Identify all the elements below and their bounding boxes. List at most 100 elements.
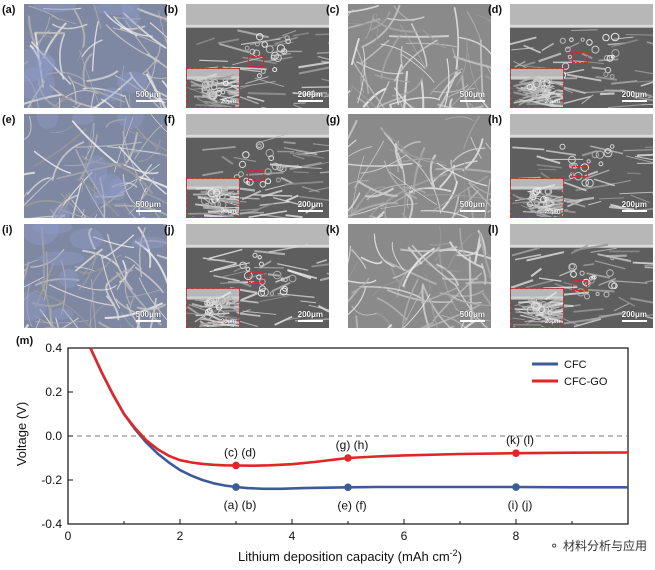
x-axis-label-end: ) <box>458 549 462 564</box>
inset-texture <box>187 179 239 217</box>
y-tick-label: 0.4 <box>45 341 62 355</box>
inset-scale-label: 20μm <box>544 319 560 325</box>
scale-bar-label: 500μm <box>459 200 485 209</box>
panel-label: (g) <box>326 114 341 126</box>
x-axis-label: Lithium deposition capacity (mAh cm-2) <box>238 548 462 564</box>
x-axis-label-main: Lithium deposition capacity (mAh cm <box>238 549 450 564</box>
scale-bar-line <box>135 100 161 102</box>
x-tick-label: 6 <box>401 529 408 543</box>
scale-bar: 500μm <box>135 200 161 212</box>
sem-image-panel: 500μm <box>348 114 491 218</box>
panel-label: (h) <box>488 114 503 126</box>
y-tick-label: -0.4 <box>41 517 62 531</box>
sem-texture <box>24 4 167 108</box>
scale-bar-label: 200μm <box>297 310 323 319</box>
sem-texture <box>24 224 167 328</box>
scale-bar-label: 200μm <box>297 200 323 209</box>
panel-label: (b) <box>164 4 179 16</box>
x-tick-label: 8 <box>513 529 520 543</box>
sem-texture <box>348 4 491 108</box>
magnified-inset: 20μm <box>510 178 564 218</box>
scale-bar-label: 200μm <box>297 90 323 99</box>
y-tick-label: 0.0 <box>45 429 62 443</box>
panel-label: (d) <box>488 4 503 16</box>
data-point-label: (g) (h) <box>336 438 369 452</box>
zoom-region-marker <box>248 170 264 181</box>
scale-bar-line <box>459 210 485 212</box>
inset-texture <box>187 69 239 107</box>
data-point-marker <box>344 483 352 492</box>
inset-scale-label: 20μm <box>220 209 236 215</box>
x-tick-label: 2 <box>177 529 184 543</box>
data-point-marker <box>232 461 240 470</box>
chart-panel-label: (m) <box>16 335 33 347</box>
sem-image-panel: 500μm <box>348 4 491 108</box>
scale-bar-line <box>135 320 161 322</box>
inset-scale-label: 20μm <box>544 209 560 215</box>
sem-image-panel: 20μm 200μm <box>510 4 653 108</box>
zoom-region-marker <box>572 52 588 63</box>
sem-image-panel: 20μm 200μm <box>510 114 653 218</box>
inset-scale-label: 20μm <box>544 99 560 105</box>
inset-scale-label: 20μm <box>220 99 236 105</box>
scale-bar-line <box>297 100 323 102</box>
sem-image-panel: 20μm 200μm <box>186 224 329 328</box>
data-point-label: (i) (j) <box>508 498 533 512</box>
zoom-region-marker <box>248 272 264 283</box>
watermark-text: 材料分析与应用 <box>562 539 647 553</box>
magnified-inset: 20μm <box>186 288 240 328</box>
scale-bar-line <box>621 320 647 322</box>
sem-image-panel: 20μm 200μm <box>186 114 329 218</box>
scale-bar-label: 200μm <box>621 310 647 319</box>
inset-texture <box>511 69 563 107</box>
x-axis-label-sup: -2 <box>450 548 458 558</box>
y-axis-label: Voltage (V) <box>14 402 29 466</box>
sem-texture <box>348 114 491 218</box>
scale-bar-line <box>297 210 323 212</box>
scale-bar-line <box>297 320 323 322</box>
scale-bar: 200μm <box>297 90 323 102</box>
panel-label: (k) <box>326 224 340 236</box>
sem-texture <box>24 114 167 218</box>
scale-bar: 500μm <box>135 90 161 102</box>
legend-label: CFC <box>564 359 587 371</box>
data-point-marker <box>232 483 240 491</box>
series-line-cfc-go <box>89 347 629 467</box>
series-line-cfc <box>89 347 628 491</box>
legend-label: CFC-GO <box>564 376 608 388</box>
scale-bar: 500μm <box>459 200 485 212</box>
sem-image-panel: 20μm 200μm <box>186 4 329 108</box>
magnified-inset: 20μm <box>510 68 564 108</box>
data-point-marker <box>344 454 352 462</box>
zoom-region-marker <box>248 56 264 67</box>
panel-label: (f) <box>164 114 175 126</box>
inset-texture <box>511 179 563 217</box>
scale-bar: 200μm <box>621 200 647 212</box>
data-point-label: (c) (d) <box>224 445 256 459</box>
magnified-inset: 20μm <box>186 68 240 108</box>
scale-bar-label: 500μm <box>459 90 485 99</box>
scale-bar: 200μm <box>621 310 647 322</box>
panel-label: (e) <box>2 114 16 126</box>
magnified-inset: 20μm <box>186 178 240 218</box>
sem-image-panel: 500μm <box>24 224 167 328</box>
scale-bar: 200μm <box>621 90 647 102</box>
panel-label: (c) <box>326 4 340 16</box>
sem-image-panel: 500μm <box>24 4 167 108</box>
data-point-label: (a) (b) <box>224 498 257 512</box>
magnified-inset: 20μm <box>510 288 564 328</box>
data-point-marker <box>512 449 520 457</box>
panel-label: (a) <box>2 4 16 16</box>
sem-texture <box>186 114 329 218</box>
sem-image-panel: 500μm <box>348 224 491 328</box>
scale-bar: 500μm <box>135 310 161 322</box>
panel-label: (j) <box>164 224 175 236</box>
scale-bar: 200μm <box>297 310 323 322</box>
y-tick-label: -0.2 <box>41 473 62 487</box>
zoom-region-marker <box>572 280 588 291</box>
scale-bar-line <box>621 210 647 212</box>
scale-bar-label: 500μm <box>135 200 161 209</box>
inset-texture <box>187 289 239 327</box>
sem-image-panel: 20μm 200μm <box>510 224 653 328</box>
x-tick-label: 0 <box>65 529 72 543</box>
